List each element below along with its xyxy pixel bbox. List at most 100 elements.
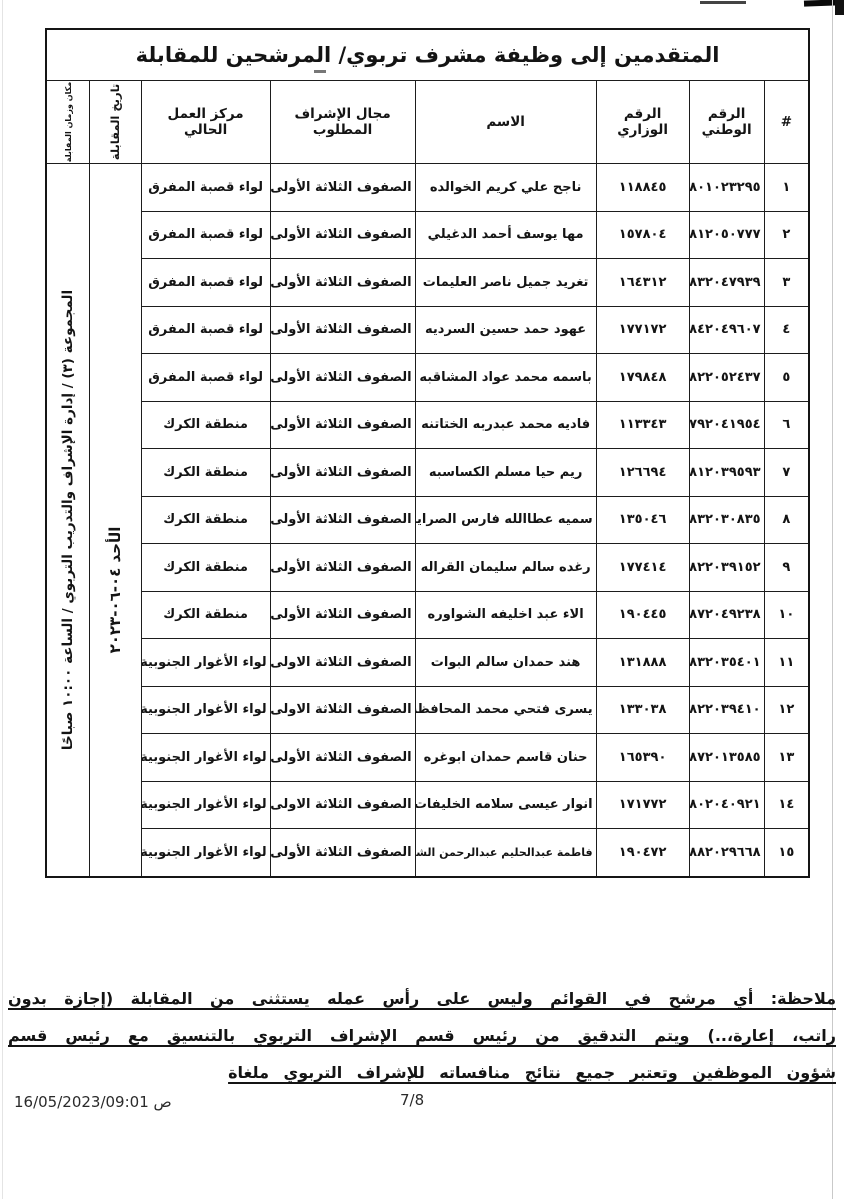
cell-ministry-id: ١٦٥٣٩٠ [595,733,690,782]
cell-ministry-id: ١٦٤٣١٢ [595,258,690,307]
cell-work-center: لواء قصبة المفرق [140,210,271,259]
cell-ministry-id: ١٩٠٤٤٥ [595,590,690,639]
cell-work-center: منطقة الكرك [140,590,271,639]
cell-index: ٧ [763,448,810,497]
table-row: ١٢ ٩٨٢٢٠٣٩٤١٠ ١٣٣٠٣٨ يسرى فتحي محمد المح… [46,685,810,734]
cell-field: الصفوف الثلاثة الأولى [269,305,416,354]
cell-field: الصفوف الثلاثة الأولى [269,258,416,307]
scan-artifact-edge-line [2,0,3,1199]
cell-name: الاء عبد اخليفه الشواوره [414,590,597,639]
table-row: ٧ ٩٨١٢٠٣٩٥٩٣ ١٢٦٦٩٤ ريم حيا مسلم الكساسب… [46,448,810,497]
scan-artifact-line [700,1,746,4]
cell-index: ١٣ [763,733,810,782]
cell-name: هند حمدان سالم البوات [414,638,597,687]
cell-ministry-id: ١٧٧٤١٤ [595,543,690,592]
cell-national-id: ٩٨٠٢٠٤٠٩٢١ [688,780,765,829]
table-row: ٥ ٩٨٢٢٠٥٢٤٣٧ ١٧٩٨٤٨ باسمه محمد عواد المش… [46,353,810,402]
cell-national-id: ٩٨٠١٠٢٣٢٩٥ [688,163,765,212]
cell-field: الصفوف الثلاثة الأولى [269,448,416,497]
cell-ministry-id: ١٢٦٦٩٤ [595,448,690,497]
cell-ministry-id: ١٧٩٨٤٨ [595,353,690,402]
cell-field: الصفوف الثلاثة الأولى [269,210,416,259]
cell-national-id: ٩٨٧٢٠١٣٥٨٥ [688,733,765,782]
title-row: المتقدمين إلى وظيفة مشرف تربوي/ المرشحين… [45,28,810,81]
cell-name: ناجح علي كريم الخوالده [414,163,597,212]
header-name: الاسم [414,80,597,164]
cell-field: الصفوف الثلاثة الاولى [269,780,416,829]
cell-national-id: ٩٨٨٢٠٢٩٦٦٨ [688,828,765,877]
interview-date-cell: الأحد ٠٤-٠٦-٢٠٢٣ [88,163,142,877]
cell-work-center: منطقة الكرك [140,543,271,592]
header-interview-place: مكان وزمان المقابلة [45,80,90,164]
interview-place-cell: المجموعة (٣) / إدارة الإشراف والتدريب ال… [45,163,90,877]
cell-national-id: ٩٨٢٢٠٣٩١٥٢ [688,543,765,592]
header-row: # الرقم الوطني الرقم الوزاري الاسم مجال … [45,80,810,164]
cell-field: الصفوف الثلاثة الأولى [269,733,416,782]
cell-index: ٤ [763,305,810,354]
cell-index: ٩ [763,543,810,592]
cell-work-center: لواء الأغوار الجنوبية [140,638,271,687]
cell-work-center: لواء قصبة المفرق [140,258,271,307]
cell-work-center: لواء الأغوار الجنوبية [140,780,271,829]
cell-field: الصفوف الثلاثة الأولى [269,353,416,402]
cell-ministry-id: ١٧٧١٧٢ [595,305,690,354]
cell-index: ٢ [763,210,810,259]
table-row: ٢ ٩٨١٢٠٥٠٧٧٧ ١٥٧٨٠٤ مها يوسف أحمد الدغيل… [46,210,810,259]
table-row: ١٤ ٩٨٠٢٠٤٠٩٢١ ١٧١٧٧٢ انوار عيسى سلامه ال… [46,780,810,829]
header-work-center: مركز العمل الحالي [140,80,271,164]
table-body: المتقدمين إلى وظيفة مشرف تربوي/ المرشحين… [45,28,810,877]
table-row: ١٥ ٩٨٨٢٠٢٩٦٦٨ ١٩٠٤٧٢ فاطمة عبدالحليم عبد… [46,828,810,877]
cell-work-center: منطقة الكرك [140,400,271,449]
cell-field: الصفوف الثلاثة الأولى [269,400,416,449]
cell-national-id: ٩٨١٢٠٣٩٥٩٣ [688,448,765,497]
cell-index: ٨ [763,495,810,544]
cell-work-center: لواء الأغوار الجنوبية [140,685,271,734]
cell-national-id: ٩٨١٢٠٥٠٧٧٧ [688,210,765,259]
cell-work-center: لواء الأغوار الجنوبية [140,733,271,782]
page-number: 7/8 [400,1091,425,1109]
cell-field: الصفوف الثلاثة الأولى [269,828,416,877]
cell-field: الصفوف الثلاثة الأولى [269,590,416,639]
cell-work-center: منطقة الكرك [140,495,271,544]
cell-national-id: ٩٨٢٢٠٣٩٤١٠ [688,685,765,734]
cell-name: يسرى فتحي محمد المحافظه [414,685,597,734]
cell-ministry-id: ١٥٧٨٠٤ [595,210,690,259]
cell-ministry-id: ١١٨٨٤٥ [595,163,690,212]
cell-work-center: لواء قصبة المفرق [140,305,271,354]
cell-name: رغده سالم سليمان القراله [414,543,597,592]
cell-field: الصفوف الثلاثة الأولى [269,495,416,544]
header-interview-date: تاريخ المقابلة [88,80,142,164]
cell-index: ٥ [763,353,810,402]
cell-index: ٣ [763,258,810,307]
cell-index: ١ [763,163,810,212]
cell-name: عهود حمد حسين السرديه [414,305,597,354]
cell-ministry-id: ١٩٠٤٧٢ [595,828,690,877]
cell-national-id: ٩٨٣٢٠٤٧٩٣٩ [688,258,765,307]
cell-work-center: لواء قصبة المفرق [140,163,271,212]
header-index: # [763,80,810,164]
cell-work-center: لواء قصبة المفرق [140,353,271,402]
cell-name: ريم حيا مسلم الكساسبه [414,448,597,497]
header-field: مجال الإشراف المطلوب [269,80,416,164]
print-timestamp: 16/05/2023/09:01 ص [14,1093,172,1111]
cell-name: سميه عطاالله فارس الصرايره [414,495,597,544]
cell-name: تغريد جميل ناصر العليمات [414,258,597,307]
cell-national-id: ٩٨٤٢٠٤٩٦٠٧ [688,305,765,354]
cell-index: ١٠ [763,590,810,639]
cell-ministry-id: ١١٣٣٤٣ [595,400,690,449]
table-row: ١ ٩٨٠١٠٢٣٢٩٥ ١١٨٨٤٥ ناجح علي كريم الخوال… [45,163,810,877]
cell-name: انوار عيسى سلامه الخليفات [414,780,597,829]
cell-field: الصفوف الثلاثة الأولى [269,163,416,212]
cell-ministry-id: ١٧١٧٧٢ [595,780,690,829]
cell-work-center: منطقة الكرك [140,448,271,497]
cell-index: ١١ [763,638,810,687]
cell-name: باسمه محمد عواد المشاقبه [414,353,597,402]
cell-name: فاطمة عبدالحليم عبدالرحمن الشعار [414,828,597,877]
scan-artifact-edge-line [832,0,833,1199]
cell-name: حنان قاسم حمدان ابوغره [414,733,597,782]
table-row: ٣ ٩٨٣٢٠٤٧٩٣٩ ١٦٤٣١٢ تغريد جميل ناصر العل… [46,258,810,307]
table-row: ٤ ٩٨٤٢٠٤٩٦٠٧ ١٧٧١٧٢ عهود حمد حسين السردي… [46,305,810,354]
table-row: ١٠ ٩٨٧٢٠٤٩٢٣٨ ١٩٠٤٤٥ الاء عبد اخليفه الش… [46,590,810,639]
cell-ministry-id: ١٣٥٠٤٦ [595,495,690,544]
